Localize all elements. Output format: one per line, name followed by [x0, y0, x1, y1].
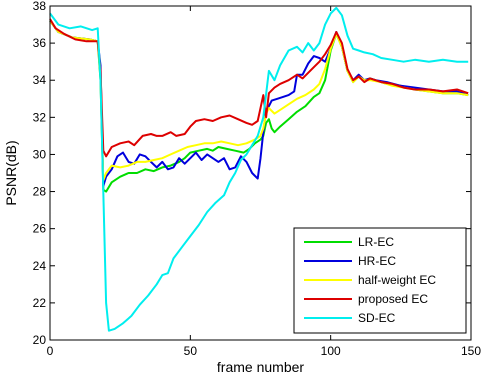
x-tick-label: 0: [47, 344, 54, 358]
series-line-sd-ec: [49, 6, 469, 332]
y-tick-label: 28: [33, 185, 47, 199]
x-axis: 0 50 100 150: [47, 6, 481, 358]
y-tick-label: 24: [33, 259, 47, 273]
series-layer: [49, 6, 469, 332]
y-tick-label: 36: [33, 36, 47, 50]
x-axis-title: frame number: [217, 359, 304, 375]
y-tick-label: 34: [33, 73, 47, 87]
legend-label-proposed-ec: proposed EC: [358, 292, 428, 306]
legend-label-half-weight-ec: half-weight EC: [358, 273, 436, 287]
y-axis: 20 22 24 26 28 30 32 34 36 38: [33, 0, 471, 347]
y-tick-label: 38: [33, 0, 47, 13]
x-tick-label: 100: [321, 344, 341, 358]
y-tick-label: 26: [33, 222, 47, 236]
y-tick-label: 22: [33, 296, 47, 310]
series-line-half-weight-ec: [49, 20, 469, 182]
y-tick-label: 32: [33, 110, 47, 124]
series-line-proposed-ec: [49, 18, 469, 158]
y-tick-label: 20: [33, 333, 47, 347]
x-tick-label: 150: [461, 344, 481, 358]
legend-label-sd-ec: SD-EC: [358, 311, 396, 325]
legend: LR-EC HR-EC half-weight EC proposed EC SD-EC: [293, 227, 467, 334]
legend-label-lr-ec: LR-EC: [358, 235, 394, 249]
legend-label-hr-ec: HR-EC: [358, 254, 396, 268]
y-axis-title: PSNR(dB): [3, 140, 19, 205]
x-tick-label: 50: [184, 344, 198, 358]
plot-border: [49, 5, 472, 341]
y-tick-label: 30: [33, 147, 47, 161]
